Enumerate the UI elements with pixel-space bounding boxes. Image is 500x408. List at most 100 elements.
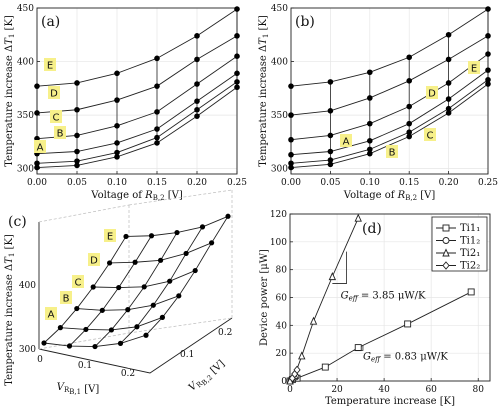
data-point — [114, 154, 120, 160]
data-point — [327, 161, 334, 168]
y-tick-label: 0 — [281, 377, 287, 387]
series-line — [36, 55, 238, 140]
data-point — [123, 233, 129, 240]
data-point — [90, 284, 96, 290]
x-axis-label: Temperature increase [K] — [325, 396, 455, 407]
x-tick-label: 0.00 — [27, 178, 47, 188]
row-label-E-text: E — [471, 64, 477, 75]
y-axis-label: Device power [μW] — [259, 249, 270, 346]
data-point — [288, 136, 294, 143]
z-axis-label: Temperature increase ΔT1 [K] — [4, 234, 16, 386]
data-point — [114, 149, 120, 156]
fit-line — [289, 291, 472, 382]
row-label-E: E — [44, 58, 56, 72]
triangle-marker — [442, 248, 450, 257]
row-label-B-text: B — [63, 294, 70, 305]
data-point — [176, 293, 182, 299]
triangle-marker — [309, 316, 318, 325]
x-tick-label: 0.15 — [399, 178, 419, 188]
data-point — [367, 69, 373, 76]
data-point — [154, 134, 160, 141]
data-point — [234, 84, 240, 91]
data-point — [485, 33, 491, 39]
data-point — [288, 151, 294, 158]
legend-frame — [431, 216, 488, 272]
y-tick-label: 400 — [271, 58, 288, 68]
data-point — [327, 132, 334, 139]
data-point — [174, 229, 180, 236]
data-point — [74, 162, 80, 169]
x-tick-label: 0.25 — [478, 178, 498, 188]
row-label-A-bg — [45, 307, 57, 320]
data-point — [132, 259, 138, 265]
data-point — [485, 6, 491, 12]
y-tick-label: 300 — [271, 165, 288, 175]
back-edge — [128, 317, 233, 334]
data-point — [194, 33, 200, 39]
data-point — [114, 70, 120, 77]
x-tick-label: 0.2 — [121, 369, 135, 379]
z-tick-label: 300 — [19, 345, 36, 355]
data-point — [445, 110, 452, 116]
surface-line — [145, 216, 229, 336]
x-tick-label: 0.1 — [78, 361, 92, 371]
row-label-A: A — [34, 140, 46, 154]
square-marker — [467, 288, 475, 296]
data-point — [194, 81, 200, 87]
data-point — [194, 56, 200, 63]
square-marker — [354, 344, 362, 352]
row-label-B-text: B — [389, 148, 396, 159]
x-tick-label: 0.20 — [187, 178, 207, 188]
data-point — [34, 164, 40, 171]
data-point — [327, 79, 334, 85]
y-tick-label: 100 — [270, 238, 287, 248]
data-point — [183, 250, 189, 257]
data-point — [194, 98, 200, 104]
row-label-D-bg — [88, 253, 100, 266]
data-point — [74, 158, 80, 164]
x-tick-label: 0.10 — [107, 178, 127, 188]
x-tick-label: 0.00 — [281, 178, 301, 188]
legend-label: Ti1₁ — [460, 223, 480, 234]
row-label-D: D — [426, 86, 438, 100]
y-tick-label: 450 — [271, 4, 288, 14]
y-tick-label: 300 — [17, 165, 34, 175]
y-axis-label: Temperature increase ΔT1 [K] — [4, 15, 16, 167]
data-point — [159, 314, 165, 320]
y-tick-label: 450 — [17, 4, 34, 14]
y-tick-label: 120 — [270, 210, 287, 220]
row-label-B: B — [386, 145, 398, 159]
data-point — [167, 278, 173, 284]
z-tick-label: 400 — [19, 281, 36, 291]
data-point — [134, 324, 140, 330]
data-point — [117, 340, 124, 346]
y-tick-label: 40 — [276, 321, 288, 331]
data-point — [99, 307, 105, 313]
data-point — [148, 233, 155, 239]
data-point — [234, 53, 240, 59]
data-point — [194, 106, 200, 113]
x-tick-label: 0.20 — [439, 178, 459, 188]
row-label-B-bg — [386, 145, 398, 158]
row-label-D-text: D — [50, 89, 58, 100]
data-point — [234, 70, 240, 77]
data-point — [209, 240, 215, 246]
data-point — [107, 260, 113, 266]
y-tick-label: 0.2 — [218, 328, 232, 338]
y-tick-label: 20 — [276, 349, 288, 359]
x-tick-label: 40 — [378, 385, 390, 395]
data-point — [367, 150, 373, 157]
row-label-D: D — [48, 86, 60, 100]
series-line — [290, 69, 489, 156]
data-point — [141, 284, 147, 290]
row-label-B: B — [60, 291, 72, 305]
data-point — [34, 110, 40, 116]
data-point — [327, 148, 334, 155]
data-point — [445, 31, 452, 38]
data-point — [445, 56, 452, 63]
row-label-B-bg — [54, 126, 66, 139]
legend-label: Ti2₁ — [460, 248, 480, 259]
data-point — [367, 95, 373, 101]
data-point — [74, 132, 80, 139]
